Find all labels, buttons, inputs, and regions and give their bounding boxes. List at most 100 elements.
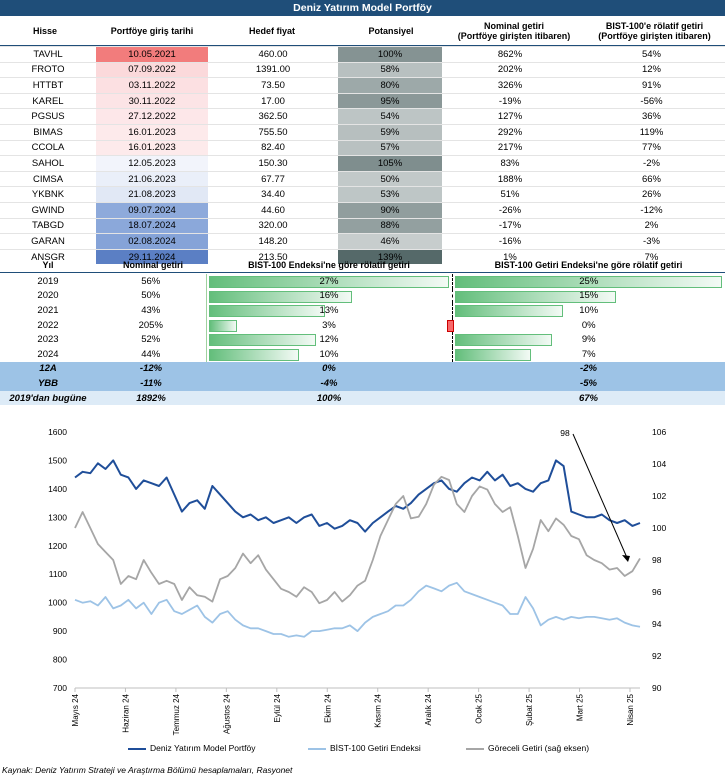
y-left-tick-label: 1400 (48, 484, 67, 494)
entry-date-cell: 29.11.2024 (96, 248, 208, 265)
rel-bist-value: 27% (319, 275, 339, 287)
potential-cell: 95% (338, 92, 442, 109)
potential-cell: 90% (338, 201, 442, 219)
potential-cell: 59% (338, 123, 442, 141)
ticker-cell: HTTBT (0, 77, 96, 94)
year-cell: 2024 (37, 348, 59, 360)
ticker-cell: SAHOL (0, 155, 96, 172)
ticker-cell: PGSUS (0, 108, 96, 125)
series-line (74, 581, 641, 638)
nominal-return-cell: 83% (442, 155, 578, 172)
potential-cell: 54% (338, 108, 442, 125)
ticker-cell: CIMSA (0, 170, 96, 187)
x-tick-label: Şubat 25 (525, 693, 534, 726)
annotation-arrowhead (622, 555, 630, 562)
nominal-return-cell: 51% (442, 186, 578, 203)
ticker-cell: CCOLA (0, 139, 96, 156)
nominal-return-cell: -26% (442, 201, 578, 219)
summary-row: YBB -11% -4% -5% (0, 376, 725, 391)
table-row: GARAN 02.08.2024 148.20 46% -16% -3% (0, 233, 725, 250)
rel-getiri-bar (454, 305, 563, 318)
yearly-header-rel-bist: BIST-100 Endeksi'ne göre rölatif getiri (248, 260, 410, 270)
rel-bist-bar (208, 319, 237, 332)
entry-date-cell: 18.07.2024 (96, 217, 208, 234)
year-cell: 2022 (37, 319, 59, 331)
relative-return-cell: -56% (578, 92, 725, 109)
table-row: CIMSA 21.06.2023 67.77 50% 188% 66% (0, 170, 725, 187)
ticker-cell: BIMAS (0, 123, 96, 141)
nominal-return-cell: -16% (442, 233, 578, 250)
nominal-return-cell: 862% (442, 46, 578, 63)
nominal-return-cell: 217% (442, 139, 578, 156)
rel-bist-cell: 10% (205, 346, 452, 362)
table-row: 2023 52% 12% 9% (0, 332, 725, 347)
table-row: BIMAS 16.01.2023 755.50 59% 292% 119% (0, 123, 725, 141)
header-divider (0, 45, 725, 46)
summary-label: 12A (0, 361, 96, 377)
x-tick-label: Aralık 24 (424, 693, 433, 725)
potential-cell: 80% (338, 77, 442, 94)
table-row: 2022 205% 3% 0% (0, 317, 725, 333)
rel-getiri-value: 10% (579, 304, 599, 316)
rel-getiri-cell: 10% (451, 303, 725, 318)
x-tick-label: Ağustos 24 (222, 693, 231, 734)
entry-date-cell: 16.01.2023 (96, 123, 208, 141)
ticker-cell: GARAN (0, 233, 96, 250)
rel-bist-value: 3% (322, 319, 336, 331)
relative-return-cell: 77% (578, 139, 725, 156)
entry-date-cell: 21.08.2023 (96, 186, 208, 203)
summary-rel-bist: -4% (206, 376, 452, 391)
series-line (74, 475, 641, 605)
col-header-potential: Potansiyel (368, 26, 414, 36)
y-left-tick-label: 1100 (49, 569, 68, 579)
col-header-nominal: Nominal getiri (Portföye girişten itibar… (457, 21, 571, 41)
table-row: 2019 56% 27% 25% (0, 274, 725, 289)
nominal-cell: 56% (141, 275, 161, 287)
yearly-header-year: Yıl (42, 260, 54, 270)
entry-date-cell: 16.01.2023 (96, 139, 208, 156)
x-tick-label: Kasım 24 (374, 693, 383, 727)
rel-bist-bar (208, 276, 449, 288)
potential-cell: 50% (338, 170, 442, 187)
rel-bist-bar (208, 290, 352, 303)
ticker-cell: FROTO (0, 61, 96, 78)
table-row: 2024 44% 10% 7% (0, 346, 725, 362)
table-row: KAREL 30.11.2022 17.00 95% -19% -56% (0, 92, 725, 109)
rel-bist-cell: 13% (205, 303, 452, 318)
ticker-cell: YKBNK (0, 186, 96, 203)
potential-cell: 58% (338, 61, 442, 78)
table-row: TABGD 18.07.2024 320.00 88% -17% 2% (0, 217, 725, 234)
rel-bist-cell: 3% (205, 317, 452, 333)
rel-getiri-value: 25% (579, 275, 599, 287)
nominal-return-cell: 188% (442, 170, 578, 187)
potential-cell: 46% (338, 233, 442, 250)
ticker-cell: KAREL (0, 92, 96, 109)
target-price-cell: 150.30 (208, 155, 338, 172)
nominal-return-cell: 1% (442, 248, 578, 265)
nominal-return-cell: 326% (442, 77, 578, 94)
table-row: HTTBT 03.11.2022 73.50 80% 326% 91% (0, 77, 725, 94)
summary-rel-bist: 100% (206, 390, 452, 406)
year-cell: 2023 (37, 334, 59, 346)
entry-date-cell: 12.05.2023 (96, 155, 208, 172)
yearly-header: Yıl Nominal getiri BIST-100 Endeksi'ne g… (0, 258, 725, 272)
table-row: 2021 43% 13% 10% (0, 303, 725, 318)
x-tick-label: Ocak 25 (475, 693, 484, 723)
table-row: FROTO 07.09.2022 1391.00 58% 202% 12% (0, 61, 725, 78)
table-row: YKBNK 21.08.2023 34.40 53% 51% 26% (0, 186, 725, 203)
yearly-header-nominal: Nominal getiri (122, 260, 183, 270)
page-title: Deniz Yatırım Model Portföy (0, 0, 725, 16)
year-cell: 2020 (37, 290, 59, 302)
col-header-ticker: Hisse (32, 26, 58, 36)
y-left-tick-label: 900 (53, 626, 67, 636)
rel-bist-value: 12% (319, 334, 339, 346)
x-tick-label: Eylül 24 (273, 693, 282, 722)
summary-label: YBB (0, 376, 96, 391)
y-right-tick-label: 100 (652, 523, 666, 533)
ticker-cell: ANSGR (0, 248, 96, 265)
target-price-cell: 82.40 (208, 139, 338, 156)
rel-bist-bar (208, 305, 326, 318)
rel-getiri-bar (446, 319, 454, 332)
potential-cell: 100% (338, 46, 442, 63)
y-right-tick-label: 96 (652, 587, 662, 597)
